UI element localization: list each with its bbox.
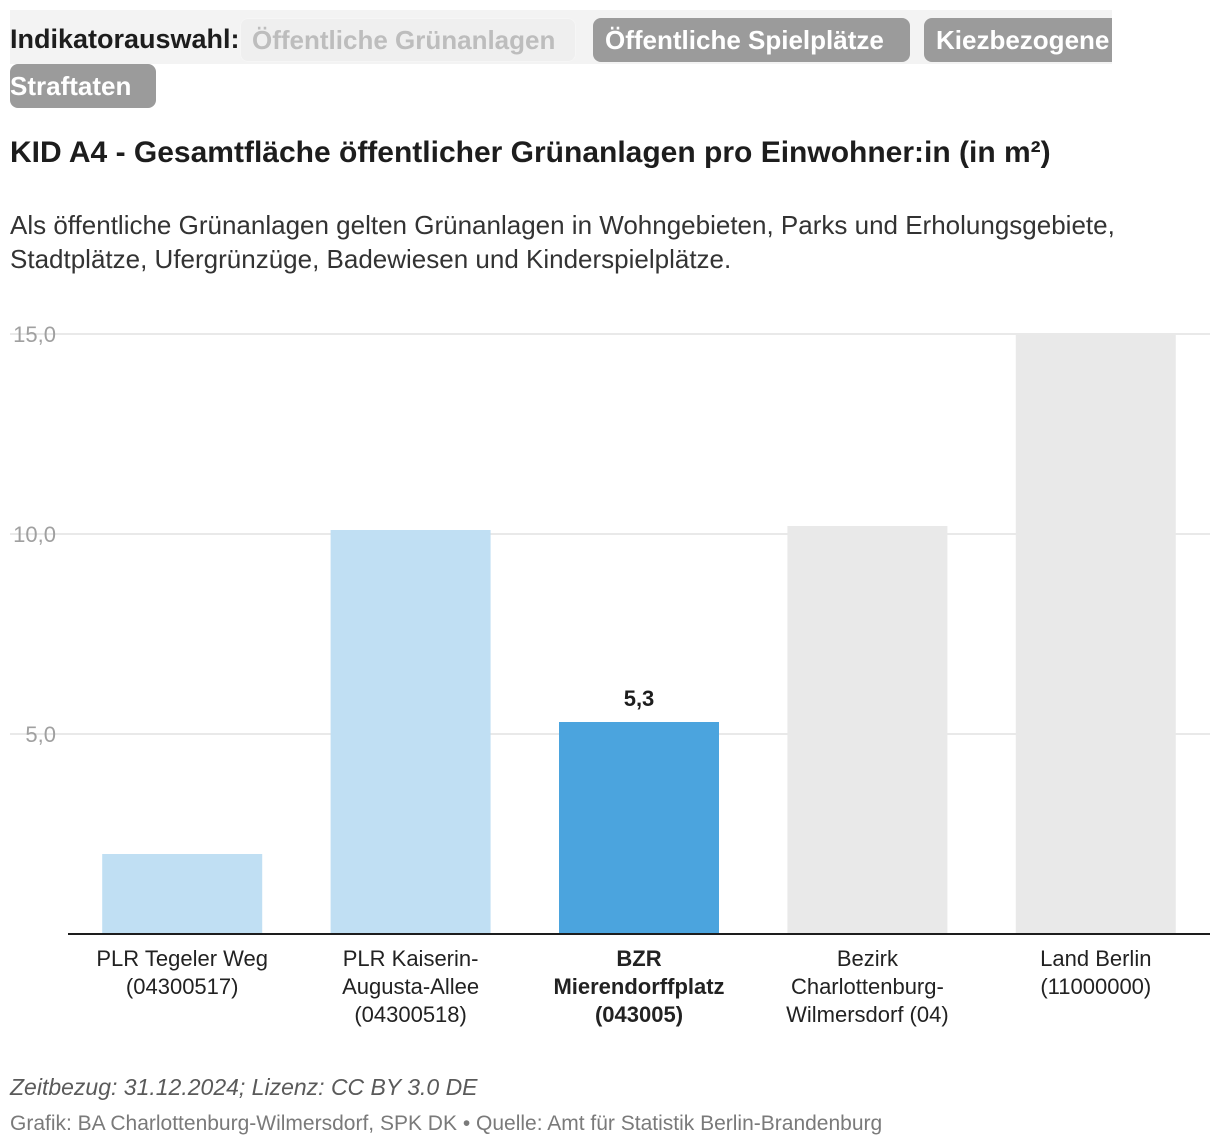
x-tick-label: Charlottenburg- bbox=[791, 974, 944, 999]
y-tick-label: 15,0 bbox=[13, 322, 56, 347]
x-tick-label: Land Berlin bbox=[1040, 946, 1151, 971]
x-tick-label: (043005) bbox=[595, 1002, 683, 1027]
chart-title: KID A4 - Gesamtfläche öffentlicher Grüna… bbox=[10, 136, 1051, 169]
bar bbox=[1015, 334, 1176, 934]
x-tick-label: Augusta-Allee bbox=[342, 974, 479, 999]
bar bbox=[102, 854, 263, 934]
y-tick-label: 5,0 bbox=[25, 722, 56, 747]
option-kiezbezogene-straftaten[interactable]: Kiezbezogene bbox=[924, 18, 1112, 62]
x-tick-label: (11000000) bbox=[1040, 974, 1151, 999]
bar bbox=[787, 526, 948, 934]
x-tick-label: Wilmersdorf (04) bbox=[786, 1002, 949, 1027]
option-oeffentliche-gruenanlagen[interactable]: Öffentliche Grünanlagen bbox=[240, 18, 576, 62]
x-tick-label: PLR Tegeler Weg bbox=[96, 946, 268, 971]
chart-description: Als öffentliche Grünanlagen gelten Grüna… bbox=[10, 210, 1115, 274]
option-kiezbezogene-straftaten-continued[interactable]: Straftaten bbox=[10, 64, 156, 108]
x-tick-label: Bezirk bbox=[837, 946, 899, 971]
data-label: 5,3 bbox=[624, 686, 655, 711]
x-tick-label: Mierendorffplatz bbox=[553, 974, 724, 999]
bar bbox=[559, 722, 719, 934]
option-oeffentliche-spielplaetze[interactable]: Öffentliche Spielplätze bbox=[593, 18, 910, 62]
footer-note: Zeitbezug: 31.12.2024; Lizenz: CC BY 3.0… bbox=[10, 1074, 478, 1100]
bar bbox=[330, 530, 491, 934]
y-tick-label: 10,0 bbox=[13, 522, 56, 547]
selector-label: Indikatorauswahl: bbox=[10, 24, 240, 54]
x-tick-label: PLR Kaiserin- bbox=[343, 946, 479, 971]
x-tick-label: (04300518) bbox=[354, 1002, 467, 1027]
indicator-selector: Indikatorauswahl: Öffentliche Grünanlage… bbox=[10, 10, 1112, 110]
x-tick-label: BZR bbox=[616, 946, 661, 971]
x-tick-label: (04300517) bbox=[126, 974, 239, 999]
footer-source: Grafik: BA Charlottenburg-Wilmersdorf, S… bbox=[10, 1112, 883, 1135]
bar-chart: 5,0 10,0 15,0 PLR Tegeler Weg (04300517) PLR … bbox=[10, 322, 1210, 1027]
